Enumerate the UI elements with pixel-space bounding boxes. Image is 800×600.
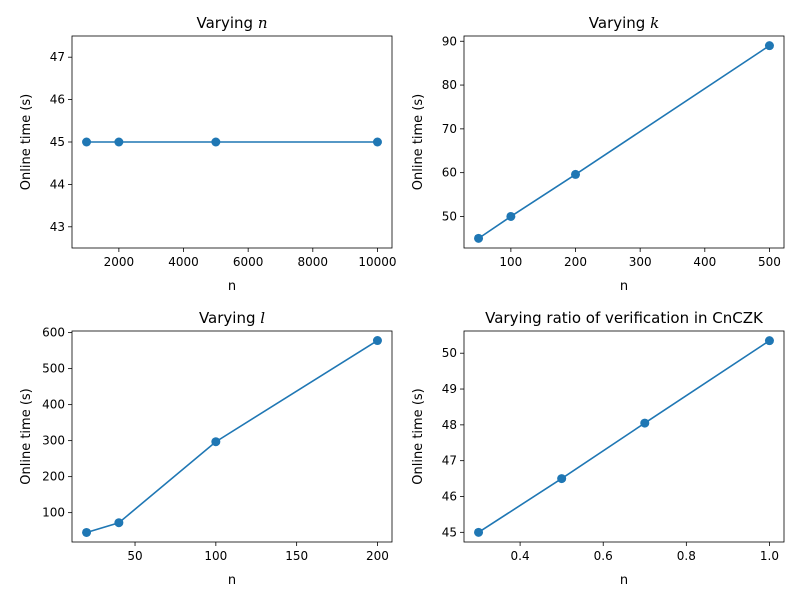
x-tick-label: 300 — [629, 255, 652, 269]
y-axis-label: Online time (s) — [411, 388, 426, 484]
data-point — [474, 527, 484, 537]
y-tick-label: 47 — [50, 50, 65, 64]
y-tick-label: 49 — [442, 382, 457, 396]
x-tick-label: 10000 — [358, 255, 396, 269]
data-point — [211, 437, 221, 447]
data-point — [764, 336, 774, 346]
y-tick-label: 47 — [442, 454, 457, 468]
chart-title-variable: l — [260, 309, 265, 327]
data-point — [474, 233, 484, 243]
y-tick-label: 50 — [442, 209, 457, 223]
data-point — [82, 527, 92, 537]
y-tick-label: 600 — [42, 326, 65, 340]
subplot-4: 0.4 0.6 0.8 1.0 45 46 47 48 49 50 n Online time (s)… — [411, 309, 785, 588]
chart-title-text: Varying — [197, 14, 258, 32]
y-tick-label: 45 — [442, 525, 457, 539]
series-line — [478, 340, 770, 533]
data-point — [82, 137, 92, 147]
x-tick-label: 500 — [758, 255, 781, 269]
x-tick-label: 100 — [204, 549, 227, 563]
data-point — [114, 137, 124, 147]
y-tick-label: 43 — [50, 220, 65, 234]
x-tick-label: 150 — [285, 549, 308, 563]
x-tick-label: 100 — [499, 255, 522, 269]
x-tick-label: 6000 — [233, 255, 264, 269]
y-axis-label: Online time (s) — [19, 94, 34, 190]
plot-frame — [71, 330, 393, 543]
y-tick-label: 48 — [442, 418, 457, 432]
data-point — [764, 41, 774, 51]
series-line — [86, 339, 378, 534]
plot-frame — [463, 35, 785, 249]
y-tick-label: 90 — [442, 34, 457, 48]
data-point — [640, 418, 650, 428]
x-tick-label: 0.8 — [677, 549, 696, 563]
data-point — [571, 169, 581, 179]
series-line — [478, 44, 770, 240]
y-tick-label: 44 — [50, 177, 65, 191]
x-tick-label: 4000 — [168, 255, 199, 269]
y-tick-label: 400 — [42, 398, 65, 412]
plot-frame — [463, 330, 785, 543]
y-tick-label: 200 — [42, 470, 65, 484]
data-point — [372, 336, 382, 346]
x-axis-label: n — [620, 573, 628, 588]
chart-title: Varying l — [199, 309, 265, 327]
data-point — [372, 137, 382, 147]
subplot-3: 50 100 150 200 100 200 300 400 500 600 n Online tim… — [19, 309, 393, 588]
subplot-2: 100 200 300 400 500 50 60 70 80 90 n Online time (s… — [411, 14, 785, 294]
data-point — [211, 137, 221, 147]
y-tick-label: 46 — [442, 490, 457, 504]
data-point — [114, 518, 124, 528]
y-axis-label: Online time (s) — [19, 388, 34, 484]
chart-title-text: Varying — [589, 14, 650, 32]
data-point — [506, 211, 516, 221]
x-tick-label: 8000 — [298, 255, 329, 269]
y-tick-label: 45 — [50, 135, 65, 149]
x-tick-label: 0.6 — [594, 549, 613, 563]
chart-title: Varying n — [197, 14, 268, 32]
x-tick-label: 2000 — [104, 255, 135, 269]
y-tick-label: 46 — [50, 93, 65, 107]
chart-title-variable: k — [650, 14, 659, 32]
chart-title: Varying k — [589, 14, 659, 32]
x-tick-label: 0.4 — [511, 549, 530, 563]
data-point — [557, 474, 567, 484]
x-tick-label: 1.0 — [760, 549, 779, 563]
y-axis-label: Online time (s) — [411, 94, 426, 190]
y-tick-label: 70 — [442, 122, 457, 136]
x-tick-label: 400 — [693, 255, 716, 269]
chart-title-text: Varying — [199, 309, 260, 327]
y-tick-label: 100 — [42, 506, 65, 520]
x-tick-label: 50 — [127, 549, 142, 563]
chart-title: Varying ratio of verification in CnCZK — [485, 309, 764, 327]
y-tick-label: 60 — [442, 166, 457, 180]
x-tick-label: 200 — [366, 549, 389, 563]
y-tick-label: 300 — [42, 434, 65, 448]
y-tick-label: 500 — [42, 362, 65, 376]
chart-title-variable: n — [258, 14, 268, 32]
subplot-1: 2000 4000 6000 8000 10000 43 44 45 46 47 n Online t… — [19, 14, 397, 294]
x-tick-label: 200 — [564, 255, 587, 269]
x-axis-label: n — [228, 279, 236, 294]
chart-title-text: Varying ratio of verification in CnCZK — [485, 309, 764, 327]
y-tick-label: 80 — [442, 78, 457, 92]
x-axis-label: n — [620, 279, 628, 294]
x-axis-label: n — [228, 573, 236, 588]
y-tick-label: 50 — [442, 346, 457, 360]
